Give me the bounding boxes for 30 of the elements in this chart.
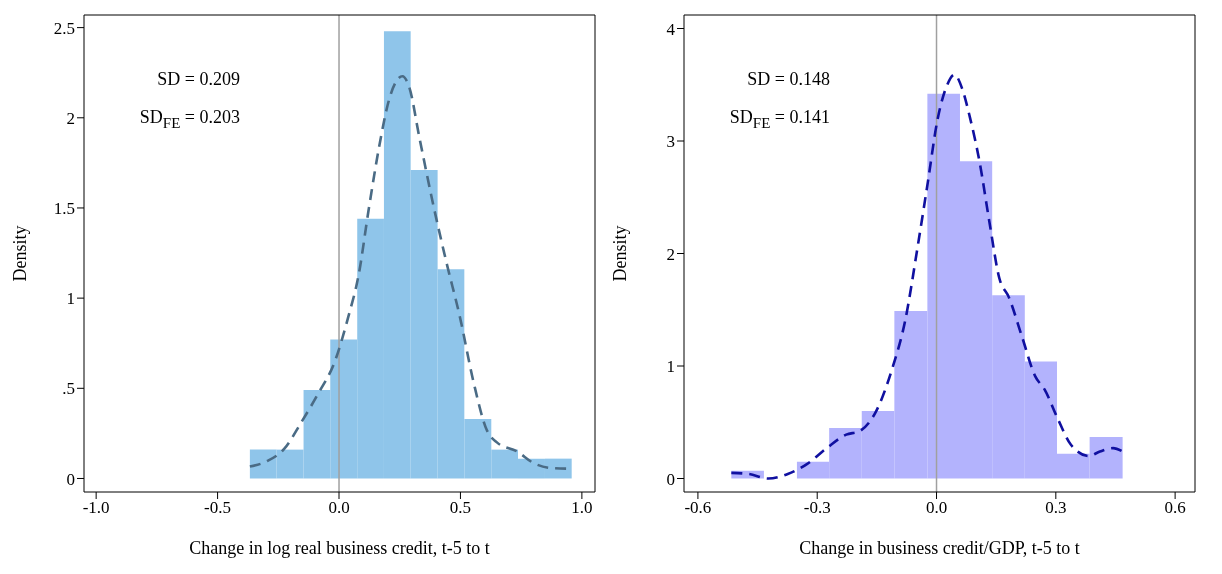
- x-tick-label: -0.3: [803, 498, 831, 518]
- line-series: [730, 73, 1124, 480]
- x-tick-label: -1.0: [82, 498, 110, 518]
- x-tick-label: 0.0: [925, 498, 948, 518]
- y-axis-title: Density: [610, 225, 631, 282]
- annotation: SD = 0.148: [746, 68, 830, 90]
- y-tick-label: 0: [666, 469, 675, 489]
- x-tick-label: 0.3: [1045, 498, 1067, 518]
- y-tick-label: 1.5: [53, 199, 75, 218]
- y-tick-label: 0: [66, 469, 75, 489]
- y-tick-label: 1: [666, 357, 675, 377]
- y-tick-label: 2: [666, 244, 675, 264]
- x-tick-label: -0.5: [204, 498, 232, 518]
- x-tick-label: 0.6: [1164, 498, 1186, 518]
- y-tick-label: 2: [66, 108, 75, 128]
- y-tick-label: .5: [62, 379, 75, 399]
- annotation: SD$_{FE}$ = 0.141: [728, 106, 830, 133]
- annotation: SD = 0.209: [156, 68, 240, 90]
- annotation: SD$_{FE}$ = 0.203: [138, 106, 240, 133]
- y-tick-label: 2.5: [53, 18, 75, 38]
- y-axis-title: Density: [10, 225, 31, 282]
- x-axis-title: Change in log real business credit, t-5 to t: [189, 538, 490, 558]
- y-tick-label: 4: [666, 19, 676, 39]
- x-tick-label: 0.5: [449, 498, 472, 518]
- x-tick-label: 0.0: [328, 498, 350, 518]
- x-axis-title: Change in business credit/GDP, t-5 to t: [799, 538, 1080, 558]
- y-tick-label: 3: [666, 132, 675, 152]
- y-tick-label: 1: [66, 289, 75, 309]
- x-tick-label: 1.0: [571, 498, 593, 518]
- x-tick-label: -0.6: [684, 498, 712, 518]
